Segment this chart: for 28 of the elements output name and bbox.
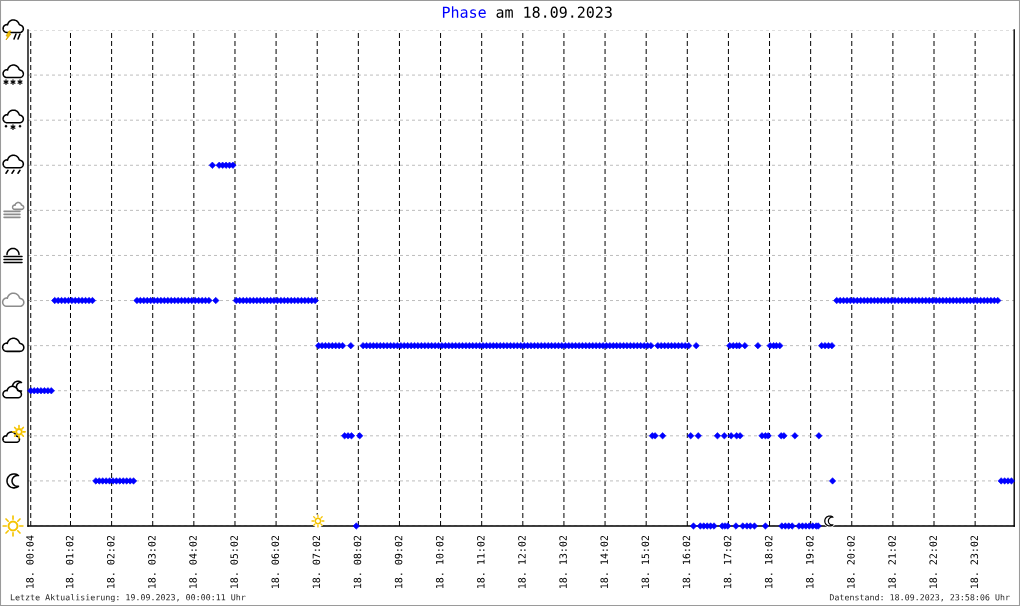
x-tick-label: 18. 00:04 [26, 535, 34, 589]
x-tick-label: 18. 10:02 [435, 535, 444, 589]
x-tick-label: 18. 17:02 [723, 535, 732, 589]
text: Datenstand: 18.09.2023, 23:58:06 Uhr [829, 593, 1010, 602]
x-tick-label: 18. 12:02 [518, 535, 526, 589]
text: Letzte Aktualisierung: 19.09.2023, 00:00:11 Uhr [10, 593, 246, 603]
x-tick-label: 18. 23:02 [970, 535, 979, 589]
x-tick-label: 18. 03:02 [148, 535, 156, 589]
x-tick-label: 18. 07:02 [312, 535, 321, 589]
x-tick-label: 18. 05:02 [230, 535, 238, 589]
x-tick-label: 18. 08:02 [353, 535, 362, 589]
x-tick-label: 18. 02:02 [106, 535, 115, 589]
x-tick-label: 18. 13:02 [559, 535, 567, 589]
text: Phase [442, 6, 486, 18]
x-tick-label: 18. 18:02 [764, 535, 773, 589]
x-tick-label: 18. 14:02 [600, 535, 608, 589]
x-tick-label: 18. 06:02 [271, 535, 280, 589]
x-tick-label: 18. 21:02 [888, 535, 896, 589]
x-tick-label: 18. 01:02 [65, 535, 74, 589]
x-tick-label: 18. 09:02 [394, 535, 403, 589]
x-tick-label: 18. 19:02 [806, 535, 814, 589]
x-tick-label: 18. 22:02 [929, 535, 937, 589]
x-tick-label: 18. 11:02 [477, 535, 485, 589]
x-tick-label: 18. 15:02 [641, 535, 650, 589]
chart-title: am 18.09.2023 [496, 6, 612, 18]
x-tick-label: 18. 20:02 [847, 535, 855, 589]
x-tick-label: 18. 16:02 [682, 535, 691, 589]
x-tick-label: 18. 04:02 [189, 535, 197, 589]
